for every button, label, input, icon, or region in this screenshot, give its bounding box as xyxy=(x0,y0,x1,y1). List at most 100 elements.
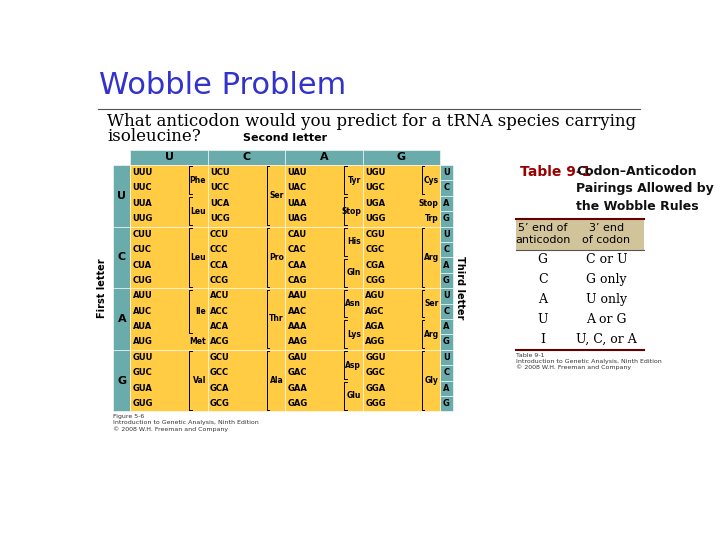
Text: U: U xyxy=(443,168,450,177)
Bar xyxy=(113,226,130,288)
Text: AAA: AAA xyxy=(287,322,307,331)
Bar xyxy=(130,150,208,165)
Text: CAU: CAU xyxy=(287,230,307,239)
Text: GCA: GCA xyxy=(210,384,230,393)
Text: GUU: GUU xyxy=(132,353,153,362)
Text: First letter: First letter xyxy=(97,258,107,318)
Text: GAC: GAC xyxy=(287,368,307,377)
Text: Arg: Arg xyxy=(423,330,438,339)
Bar xyxy=(441,226,453,242)
Text: Asn: Asn xyxy=(346,299,361,308)
Text: UUC: UUC xyxy=(132,184,152,192)
Bar xyxy=(441,303,453,319)
Text: Asp: Asp xyxy=(346,361,361,369)
Text: CAG: CAG xyxy=(287,276,307,285)
Text: CGU: CGU xyxy=(365,230,385,239)
Text: UAU: UAU xyxy=(287,168,307,177)
Bar xyxy=(208,288,285,350)
Text: U: U xyxy=(537,313,548,326)
Text: U: U xyxy=(443,291,450,300)
Bar xyxy=(441,257,453,273)
Text: Pro: Pro xyxy=(269,253,284,262)
Text: AUA: AUA xyxy=(132,322,152,331)
Text: U only: U only xyxy=(586,293,627,306)
Bar xyxy=(208,350,285,411)
Bar xyxy=(113,165,130,226)
Text: His: His xyxy=(348,238,361,246)
Text: UUU: UUU xyxy=(132,168,153,177)
Bar xyxy=(130,350,208,411)
Bar xyxy=(113,288,130,350)
Text: Met: Met xyxy=(189,338,206,347)
Text: Ser: Ser xyxy=(424,299,438,308)
Text: Lys: Lys xyxy=(347,330,361,339)
Text: Phe: Phe xyxy=(190,176,206,185)
Text: CCU: CCU xyxy=(210,230,229,239)
Bar xyxy=(441,319,453,334)
Text: GCU: GCU xyxy=(210,353,230,362)
Text: CGA: CGA xyxy=(365,260,384,269)
Text: Glu: Glu xyxy=(347,392,361,400)
Bar xyxy=(363,350,441,411)
Text: Thr: Thr xyxy=(269,314,284,323)
Text: CAC: CAC xyxy=(287,245,307,254)
Text: AGU: AGU xyxy=(365,291,385,300)
Text: C: C xyxy=(243,152,251,162)
Text: G: G xyxy=(443,214,450,224)
Text: UUA: UUA xyxy=(132,199,153,208)
Text: A: A xyxy=(444,384,450,393)
Text: GCG: GCG xyxy=(210,399,230,408)
Text: ACC: ACC xyxy=(210,307,229,316)
Text: A: A xyxy=(320,152,328,162)
Text: U: U xyxy=(443,230,450,239)
Text: UAA: UAA xyxy=(287,199,307,208)
Text: UCU: UCU xyxy=(210,168,230,177)
Text: Ser: Ser xyxy=(269,191,284,200)
Text: Ala: Ala xyxy=(270,376,284,385)
Text: GAU: GAU xyxy=(287,353,307,362)
Text: I: I xyxy=(540,333,545,346)
Text: Gly: Gly xyxy=(425,376,438,385)
Bar xyxy=(441,365,453,381)
Text: CUU: CUU xyxy=(132,230,152,239)
Text: GUA: GUA xyxy=(132,384,153,393)
Text: GGA: GGA xyxy=(365,384,385,393)
Text: ACA: ACA xyxy=(210,322,229,331)
Bar xyxy=(441,165,453,180)
Text: Figure 5-6
Introduction to Genetic Analysis, Ninth Edition
© 2008 W.H. Freeman a: Figure 5-6 Introduction to Genetic Analy… xyxy=(113,414,259,432)
Text: CUG: CUG xyxy=(132,276,153,285)
Text: AGG: AGG xyxy=(365,338,385,347)
Text: A or G: A or G xyxy=(586,313,627,326)
Text: UAG: UAG xyxy=(287,214,307,224)
Text: isoleucine?: isoleucine? xyxy=(107,128,201,145)
Text: UGC: UGC xyxy=(365,184,385,192)
Bar xyxy=(130,165,208,226)
Text: C: C xyxy=(538,273,547,286)
Text: AAG: AAG xyxy=(287,338,307,347)
Bar xyxy=(441,273,453,288)
Text: GCC: GCC xyxy=(210,368,229,377)
Bar xyxy=(516,330,644,350)
Text: Val: Val xyxy=(193,376,206,385)
Text: AUC: AUC xyxy=(132,307,152,316)
Bar xyxy=(441,334,453,350)
Text: U: U xyxy=(443,353,450,362)
Text: U: U xyxy=(117,191,126,201)
Text: CAA: CAA xyxy=(287,260,307,269)
Text: UGG: UGG xyxy=(365,214,386,224)
Text: A: A xyxy=(444,322,450,331)
Bar xyxy=(285,150,363,165)
Text: A: A xyxy=(538,293,547,306)
Text: A: A xyxy=(444,199,450,208)
Text: AAU: AAU xyxy=(287,291,307,300)
Bar xyxy=(441,180,453,195)
Bar xyxy=(113,350,130,411)
Text: CGG: CGG xyxy=(365,276,385,285)
Text: Second letter: Second letter xyxy=(243,133,328,143)
Text: AUU: AUU xyxy=(132,291,153,300)
Bar xyxy=(516,309,644,330)
Text: UAC: UAC xyxy=(287,184,307,192)
Bar xyxy=(363,150,441,165)
Bar xyxy=(516,249,644,269)
Text: Leu: Leu xyxy=(191,207,206,215)
